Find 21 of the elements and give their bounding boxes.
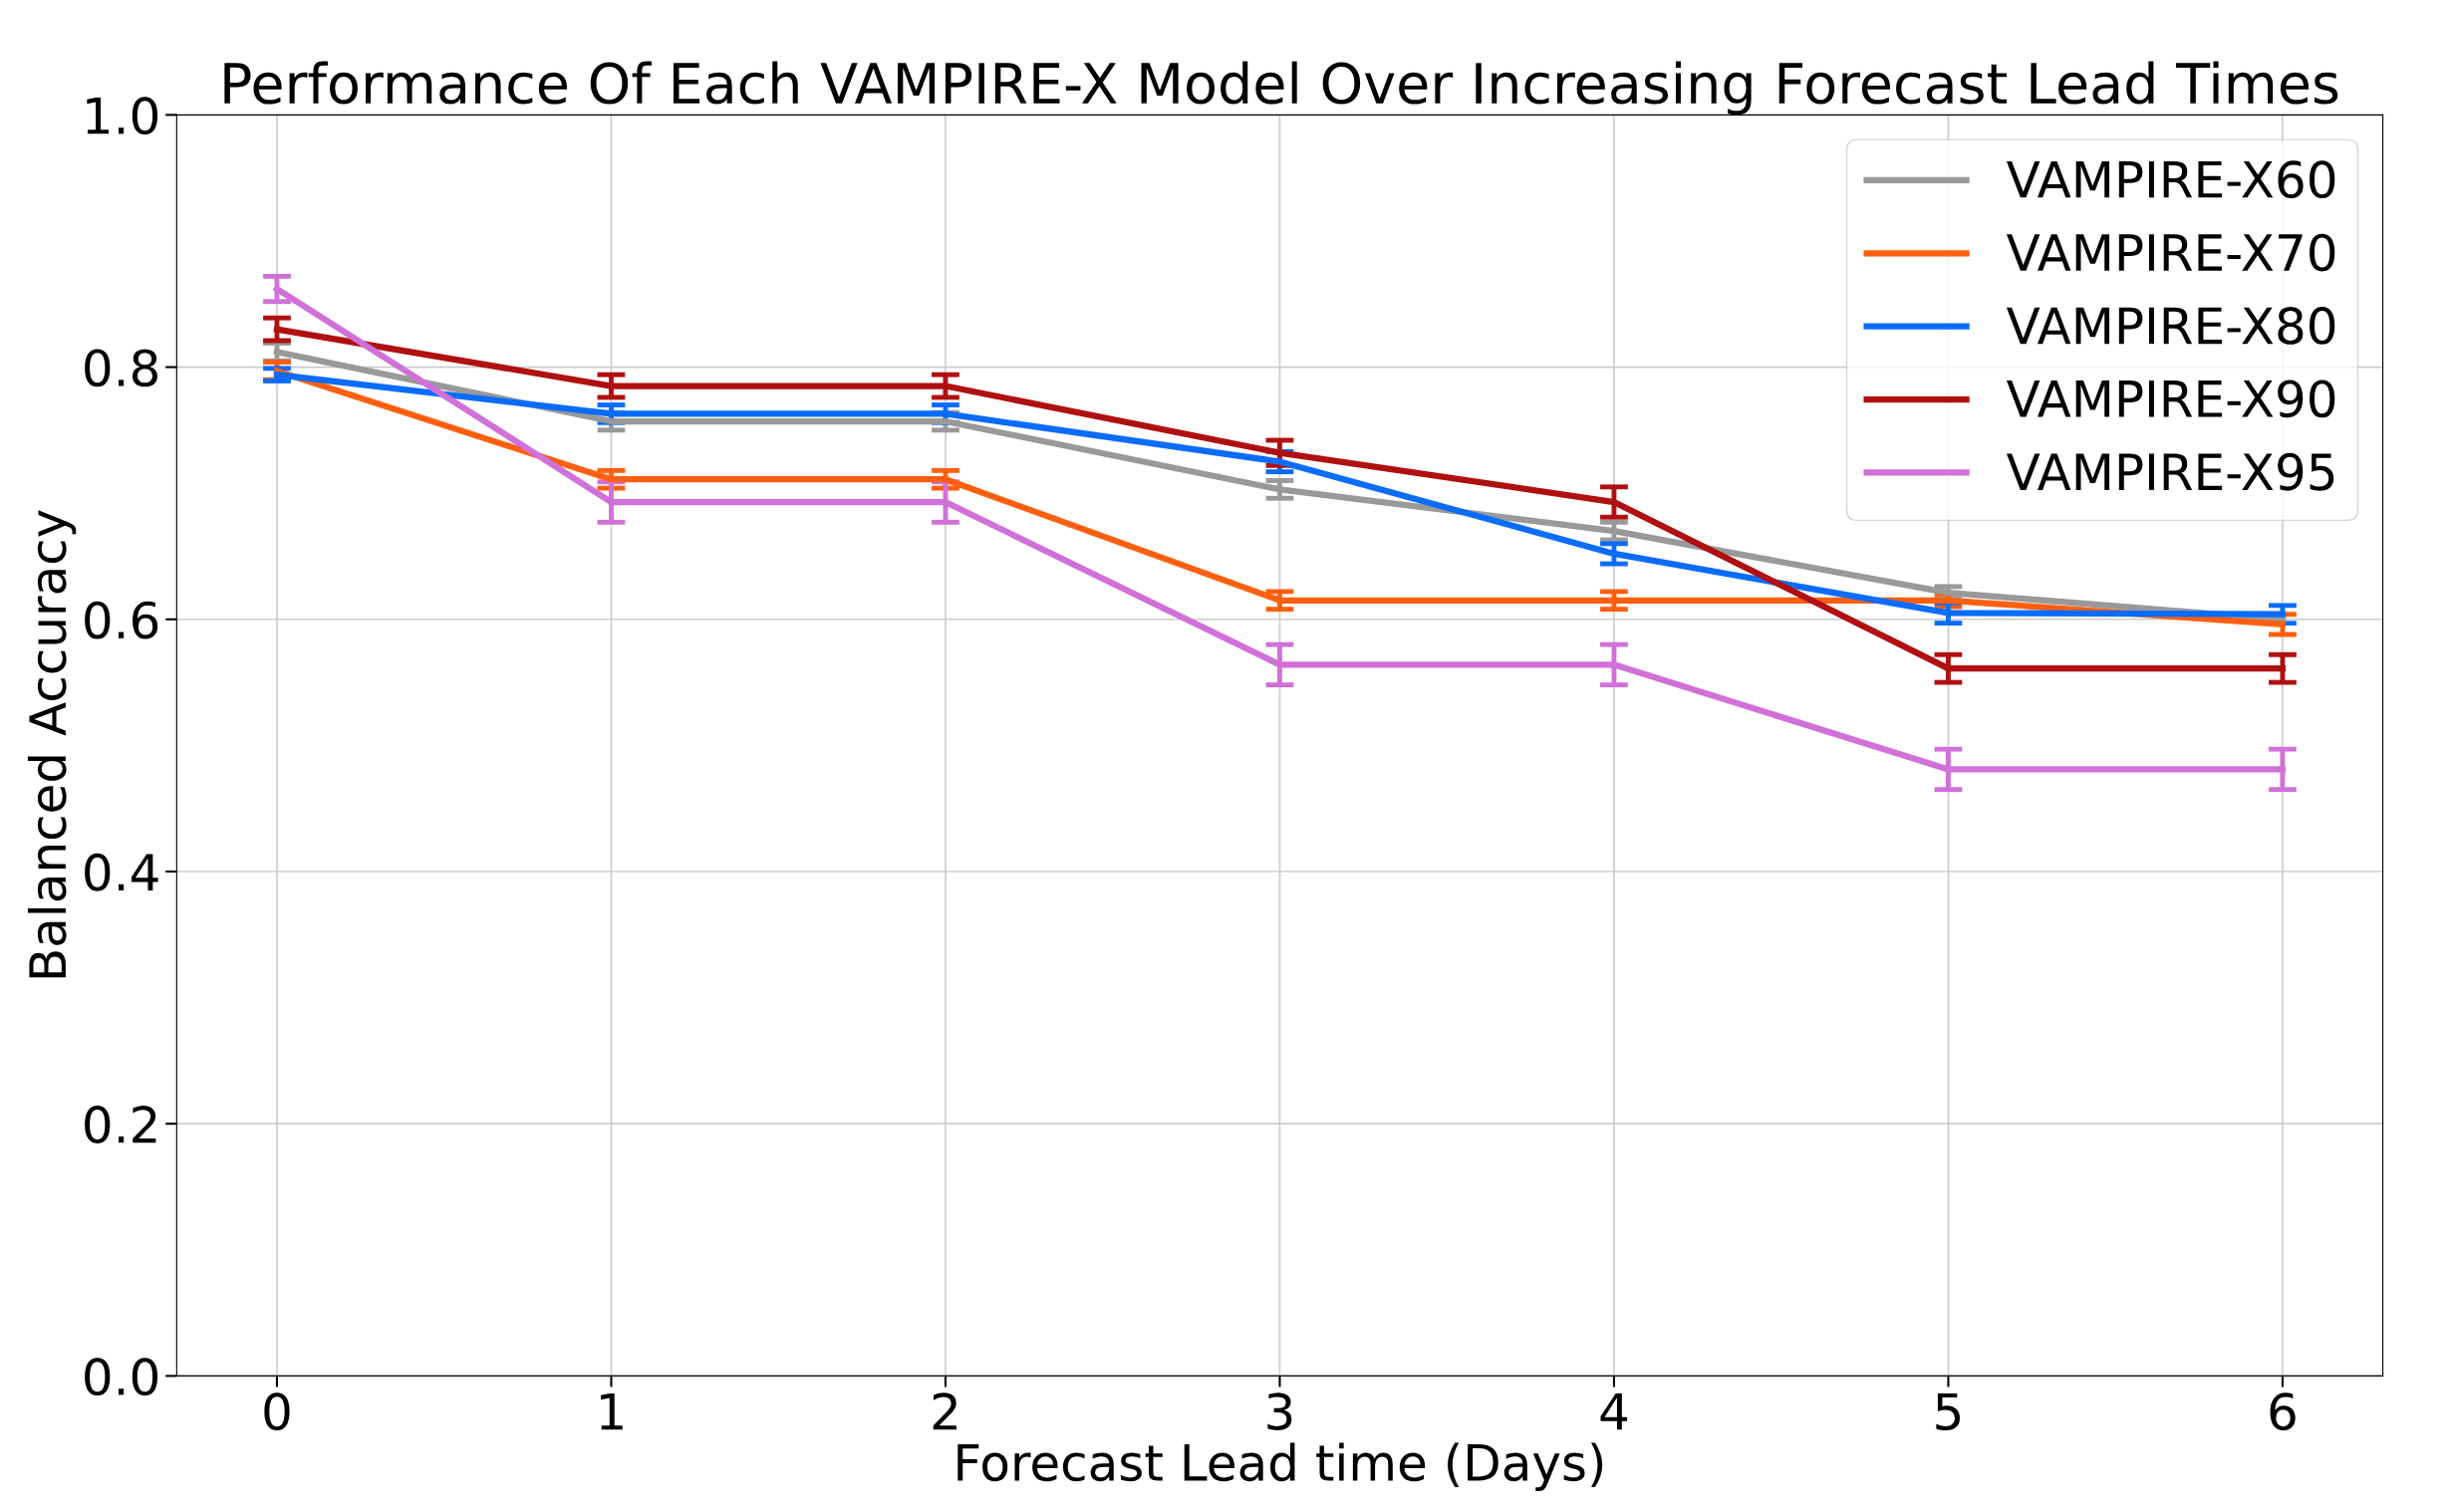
y-tick-label: 0.4 bbox=[85, 853, 158, 891]
y-tick-label: 0.0 bbox=[85, 1358, 158, 1396]
y-axis-title: Balanced Accuracy bbox=[27, 510, 77, 978]
x-tick-label: 1 bbox=[601, 1392, 623, 1430]
y-tick-label: 0.8 bbox=[85, 349, 157, 387]
y-tick-label: 0.6 bbox=[85, 601, 158, 639]
legend-label: VAMPIRE-X60 bbox=[2006, 160, 2335, 199]
x-tick-label: 3 bbox=[1267, 1392, 1292, 1431]
legend-label: VAMPIRE-X90 bbox=[2006, 379, 2335, 418]
chart-title: Performance Of Each VAMPIRE-X Model Over Increasing Forecast Lead Times bbox=[224, 61, 2338, 116]
legend-label: VAMPIRE-X95 bbox=[2006, 452, 2334, 491]
x-tick-label: 0 bbox=[264, 1392, 290, 1431]
legend-label: VAMPIRE-X80 bbox=[2006, 307, 2335, 345]
x-tick-label: 6 bbox=[2270, 1392, 2296, 1431]
x-tick-label: 4 bbox=[1600, 1392, 1628, 1430]
y-tick-label: 0.2 bbox=[85, 1106, 156, 1143]
y-tick-label: 1.0 bbox=[87, 97, 158, 135]
x-tick-label: 2 bbox=[933, 1392, 956, 1430]
x-axis-title: Forecast Lead time (Days) bbox=[957, 1442, 1603, 1491]
x-tick-label: 5 bbox=[1936, 1392, 1960, 1431]
legend-label: VAMPIRE-X70 bbox=[2006, 233, 2335, 272]
